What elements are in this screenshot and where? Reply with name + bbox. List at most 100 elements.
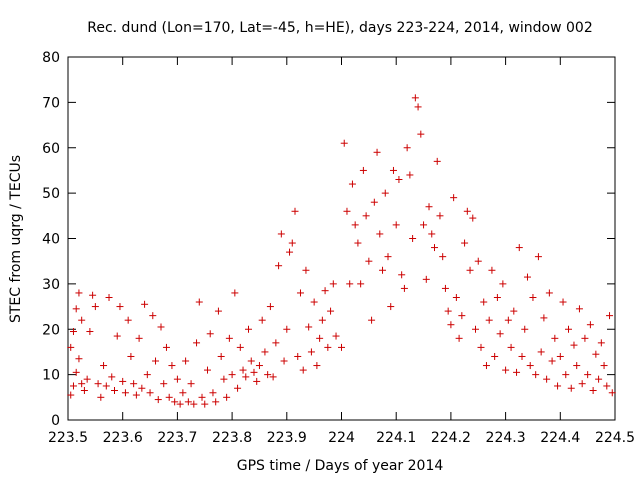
data-point — [496, 330, 504, 338]
data-point — [403, 144, 411, 152]
data-point — [234, 384, 242, 392]
data-point — [359, 166, 367, 174]
data-point — [575, 305, 583, 313]
data-point — [307, 348, 315, 356]
data-point — [400, 284, 408, 292]
data-point — [203, 366, 211, 374]
data-point — [242, 373, 250, 381]
data-points — [67, 94, 616, 408]
data-point — [389, 166, 397, 174]
data-point — [75, 355, 83, 363]
data-point — [146, 389, 154, 397]
data-point — [223, 393, 231, 401]
x-tick-label: 224.1 — [376, 430, 416, 446]
y-axis-label: STEC from uqrg / TECUs — [8, 155, 24, 323]
data-point — [548, 357, 556, 365]
data-point — [346, 280, 354, 288]
data-point — [67, 391, 75, 399]
data-point — [521, 325, 529, 333]
data-point — [592, 350, 600, 358]
data-point — [212, 398, 220, 406]
data-point — [482, 362, 490, 370]
data-point — [581, 334, 589, 342]
data-point — [545, 289, 553, 297]
y-tick-label: 30 — [42, 277, 60, 293]
data-point — [220, 375, 228, 383]
data-point — [225, 334, 233, 342]
data-point — [187, 380, 195, 388]
data-point — [595, 375, 603, 383]
data-point — [160, 380, 168, 388]
data-point — [338, 343, 345, 351]
data-point — [182, 357, 190, 365]
data-point — [305, 323, 313, 331]
data-point — [165, 393, 173, 401]
data-point — [162, 343, 170, 351]
data-point — [228, 371, 236, 379]
data-point — [324, 343, 332, 351]
data-point — [269, 373, 277, 381]
data-point — [286, 248, 294, 256]
data-point — [379, 266, 387, 274]
data-point — [310, 298, 318, 306]
data-point — [354, 239, 362, 247]
data-point — [288, 239, 296, 247]
data-point — [258, 316, 266, 324]
data-point — [452, 293, 460, 301]
data-point — [138, 384, 146, 392]
data-point — [441, 284, 449, 292]
x-tick-label: 224.3 — [486, 430, 526, 446]
y-tick-label: 40 — [42, 232, 60, 248]
data-point — [261, 348, 269, 356]
data-point — [184, 398, 192, 406]
data-point — [266, 303, 274, 311]
x-tick-label: 223.9 — [267, 430, 307, 446]
data-point — [515, 244, 523, 252]
data-point — [510, 307, 518, 315]
data-point — [302, 266, 310, 274]
data-point — [173, 375, 181, 383]
data-point — [313, 362, 321, 370]
data-point — [97, 393, 105, 401]
y-axis-ticks: 0 10 20 30 40 50 60 70 80 — [42, 50, 615, 429]
data-point — [275, 262, 283, 270]
x-axis-label: GPS time / Days of year 2014 — [237, 458, 444, 474]
data-point — [578, 380, 586, 388]
data-point — [504, 316, 512, 324]
data-point — [480, 298, 488, 306]
data-point — [124, 316, 132, 324]
data-point — [206, 330, 214, 338]
y-tick-label: 70 — [42, 95, 60, 111]
data-point — [425, 203, 433, 211]
x-tick-label: 224.2 — [431, 430, 471, 446]
data-point — [154, 396, 162, 404]
data-point — [72, 368, 80, 376]
chart-title: Rec. dund (Lon=170, Lat=-45, h=HE), days… — [87, 20, 593, 36]
data-point — [543, 375, 551, 383]
data-point — [502, 366, 510, 374]
data-point — [469, 214, 477, 222]
data-point — [80, 387, 88, 395]
data-point — [447, 321, 455, 329]
data-point — [463, 207, 471, 215]
data-point — [554, 382, 562, 390]
data-point — [518, 352, 526, 360]
data-point — [86, 328, 94, 336]
data-point — [214, 307, 222, 315]
data-point — [329, 280, 337, 288]
y-tick-label: 50 — [42, 186, 60, 202]
data-point — [108, 373, 116, 381]
data-point — [121, 389, 129, 397]
data-point — [299, 366, 307, 374]
data-point — [75, 289, 83, 297]
data-point — [529, 293, 537, 301]
data-point — [606, 312, 614, 320]
x-tick-label: 224.4 — [540, 430, 580, 446]
data-point — [91, 303, 99, 311]
data-point — [450, 194, 458, 202]
data-point — [466, 266, 474, 274]
data-point — [351, 221, 359, 229]
data-point — [116, 303, 124, 311]
data-point — [69, 328, 77, 336]
